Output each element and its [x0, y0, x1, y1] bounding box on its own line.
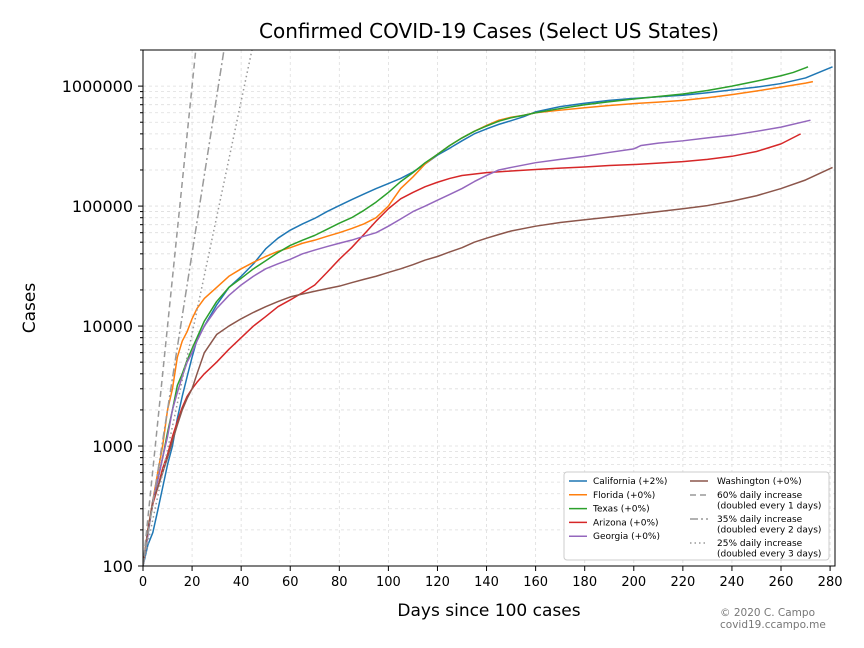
x-tick-label: 100 — [376, 575, 401, 590]
y-tick-label: 1000000 — [62, 77, 133, 96]
x-tick-label: 20 — [184, 575, 201, 590]
series-line-arizona-0 — [143, 133, 801, 566]
axes-ticks: 0 20 40 60 80 100 120 140 160 180 200 220 240 260 280 1… — [62, 49, 843, 590]
series-line-florida-0 — [143, 80, 814, 566]
x-tick-label: 140 — [474, 575, 499, 590]
plot-frame — [142, 49, 836, 567]
credit-line-1: © 2020 C. Campo — [720, 607, 815, 619]
x-tick-label: 160 — [523, 575, 548, 590]
legend-label: California (+2%) — [593, 477, 667, 487]
legend-label: (doubled every 2 days) — [717, 526, 821, 536]
x-axis-label: Days since 100 cases — [397, 601, 580, 621]
series-lines — [143, 50, 833, 566]
legend-label: Texas (+0%) — [592, 505, 650, 515]
legend-label: Arizona (+0%) — [593, 518, 659, 528]
x-tick-label: 80 — [331, 575, 348, 590]
legend-label: 35% daily increase — [717, 515, 803, 525]
x-tick-label: 60 — [282, 575, 299, 590]
legend: California (+2%) Florida (+0%) Texas (+0%)… — [563, 471, 830, 561]
y-tick-label: 100 — [102, 557, 133, 576]
legend-label: Florida (+0%) — [593, 491, 655, 501]
legend-label: 60% daily increase — [717, 491, 803, 501]
x-tick-label: 40 — [233, 575, 250, 590]
series-line-washington-0 — [143, 166, 833, 566]
x-tick-label: 220 — [670, 575, 695, 590]
series-line-60-daily-increase — [143, 50, 197, 566]
x-tick-label: 260 — [769, 575, 794, 590]
x-tick-label: 0 — [139, 575, 147, 590]
y-axis-label: Cases — [20, 283, 40, 334]
y-tick-label: 1000 — [92, 437, 133, 456]
x-tick-label: 240 — [720, 575, 745, 590]
series-line-california-2 — [143, 66, 833, 566]
x-tick-label: 120 — [425, 575, 450, 590]
legend-label: Georgia (+0%) — [593, 532, 660, 542]
credit-line-2: covid19.ccampo.me — [720, 619, 826, 631]
x-tick-label: 200 — [621, 575, 646, 590]
x-tick-label: 280 — [818, 575, 843, 590]
legend-label: 25% daily increase — [717, 539, 803, 549]
legend-box — [563, 471, 830, 561]
y-tick-label: 100000 — [72, 197, 133, 216]
legend-label: (doubled every 1 days) — [717, 502, 821, 512]
series-line-35-daily-increase — [143, 50, 225, 566]
y-tick-label: 10000 — [82, 317, 133, 336]
x-tick-label: 180 — [572, 575, 597, 590]
legend-label: (doubled every 3 days) — [717, 550, 821, 560]
legend-label: Washington (+0%) — [717, 477, 802, 487]
chart-title: Confirmed COVID-19 Cases (Select US Stat… — [259, 19, 719, 43]
